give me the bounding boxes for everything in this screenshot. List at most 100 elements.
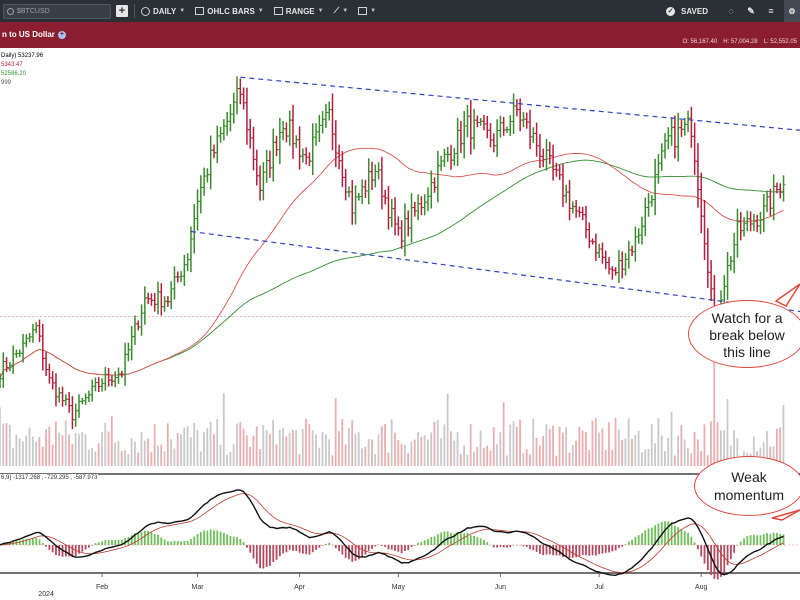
volume-bar: [150, 452, 153, 466]
settings-icon[interactable]: ⚙: [784, 0, 800, 22]
volume-bar: [157, 445, 159, 466]
volume-bar: [496, 444, 498, 466]
volume-bar: [110, 416, 113, 466]
volume-bar: [769, 446, 772, 466]
ma-slow-line: [0, 159, 784, 379]
volume-bar: [535, 437, 538, 466]
macd-histogram-bar: [618, 545, 620, 548]
volume-bar: [410, 441, 413, 466]
volume-bar: [232, 444, 235, 466]
macd-histogram-bar: [522, 545, 525, 547]
chart-title-bar: n to US Dollar + O: 56,167.40 H: 57,004.…: [0, 22, 800, 48]
volume-bar: [436, 420, 439, 466]
volume-bar: [315, 434, 317, 466]
macd-histogram-bar: [657, 523, 660, 545]
macd-histogram-bar: [456, 532, 459, 545]
add-symbol-button[interactable]: +: [116, 5, 128, 17]
volume-bar: [249, 446, 252, 466]
macd-histogram-bar: [496, 545, 499, 548]
macd-histogram-bar: [344, 545, 347, 558]
callout-break-below: Watch for a break below this line: [688, 300, 800, 368]
macd-histogram-bar: [542, 545, 545, 556]
volume-bar: [710, 421, 712, 466]
volume-bar: [8, 425, 11, 466]
legend-ma-slow: 52586.20: [0, 70, 28, 78]
macd-histogram-bar: [430, 536, 433, 545]
volume-bar: [196, 429, 199, 466]
volume-bar: [186, 426, 189, 466]
volume-bar: [58, 432, 61, 466]
volume-bar: [78, 434, 80, 466]
macd-histogram-bar: [611, 545, 614, 552]
volume-bar: [621, 439, 624, 466]
volume-bar: [509, 424, 512, 466]
macd-histogram-bar: [594, 545, 597, 556]
macd-histogram-bar: [670, 522, 673, 545]
saved-button[interactable]: ✓ SAVED: [666, 6, 708, 16]
macd-histogram-bar: [292, 545, 294, 551]
macd-histogram-bar: [38, 539, 41, 545]
chart-type-dropdown[interactable]: OHLC BARS ▼: [195, 7, 264, 16]
volume-bar: [259, 448, 261, 466]
volume-bar: [282, 428, 284, 466]
macd-histogram-bar: [249, 545, 252, 553]
macd-histogram-bar: [683, 531, 686, 545]
volume-bar: [634, 435, 637, 466]
layout-dropdown[interactable]: ▼: [358, 7, 376, 15]
top-toolbar: $BTCUSD + DAILY ▼ OHLC BARS ▼ RANGE ▼ ⟋ …: [0, 0, 800, 22]
macd-histogram-bar: [410, 545, 413, 547]
macd-histogram-bar: [5, 542, 8, 545]
volume-bar: [657, 418, 660, 466]
volume-bar: [140, 431, 143, 466]
macd-histogram-bar: [687, 532, 689, 545]
volume-bar: [736, 438, 739, 466]
volume-bar: [548, 429, 551, 466]
macd-histogram-bar: [180, 541, 182, 545]
macd-histogram-bar: [101, 541, 103, 545]
range-dropdown[interactable]: RANGE ▼: [273, 7, 324, 16]
add-comparison-icon[interactable]: +: [57, 30, 66, 39]
volume-bar: [456, 432, 459, 466]
macd-histogram-bar: [453, 533, 456, 545]
volume-bar: [690, 453, 693, 466]
volume-bar: [433, 421, 436, 466]
volume-bar: [617, 429, 620, 466]
volume-bar: [631, 438, 633, 466]
volume-bar: [292, 429, 294, 466]
symbol-search-input[interactable]: $BTCUSD: [3, 3, 111, 19]
macd-histogram-bar: [697, 545, 699, 550]
callout-break-pointer: [774, 283, 800, 307]
toolbar-right-group: ✓ SAVED ◌ ✎ ≡ ⚙: [666, 0, 800, 22]
macd-histogram-bar: [124, 538, 127, 545]
chart-area[interactable]: Feb Mar Apr May Jun Jul Aug 2024 Daily) 53237.9…: [0, 48, 800, 600]
macd-histogram-bar: [55, 545, 57, 555]
volume-bar: [397, 439, 400, 466]
pencil-icon[interactable]: ✎: [747, 5, 755, 16]
volume-bar: [87, 449, 90, 466]
callout-momentum-pointer: [771, 509, 800, 521]
macd-histogram-bar: [486, 542, 489, 545]
volume-bar: [166, 423, 169, 466]
macd-histogram-bar: [190, 539, 192, 545]
legend-macd: 6,9) -1317.268 , -729.295 , -587.973: [0, 474, 99, 482]
comment-icon[interactable]: ◌: [728, 6, 734, 16]
interval-dropdown[interactable]: DAILY ▼: [141, 6, 186, 16]
lower-trendline: [190, 230, 800, 313]
chevron-down-icon: ▼: [179, 8, 186, 14]
volume-bar: [54, 421, 57, 466]
volume-bar: [252, 435, 255, 466]
volume-bar: [733, 430, 735, 466]
open-label: O:: [682, 39, 689, 45]
bars-stack-icon[interactable]: ≡: [768, 6, 774, 16]
callout-momentum-line-2: momentum: [713, 487, 785, 503]
volume-bar: [176, 432, 179, 466]
chart-type-label: OHLC BARS: [207, 6, 255, 16]
indicators-dropdown[interactable]: ⟋ ▼: [334, 6, 349, 16]
macd-histogram-bar: [219, 531, 222, 545]
macd-histogram-bar: [71, 545, 74, 558]
macd-histogram-bar: [759, 535, 762, 545]
volume-bar: [423, 435, 426, 466]
volume-bar: [107, 431, 110, 466]
volume-bar: [473, 451, 475, 466]
macd-histogram-bar: [608, 545, 610, 553]
